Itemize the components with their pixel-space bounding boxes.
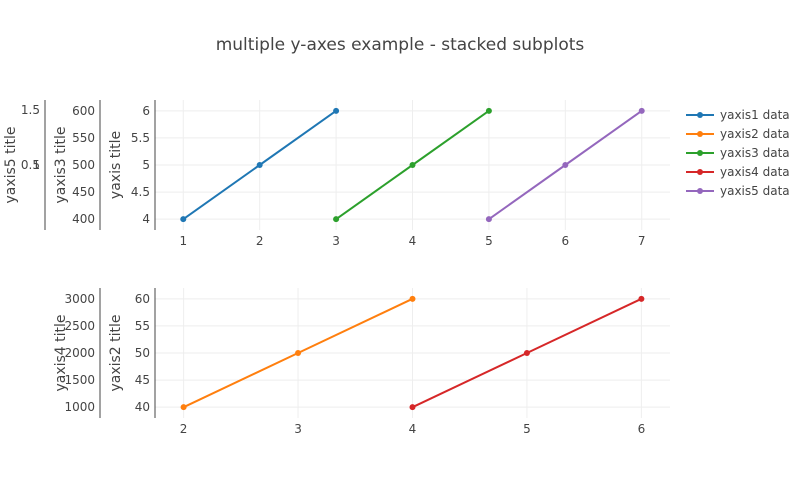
data-point-yaxis1-data[interactable] [256,162,263,168]
x-tick-label: 6 [638,422,646,436]
data-point-yaxis4-data[interactable] [638,295,645,302]
yaxis3-tick-label: 400 [72,212,95,226]
data-point-yaxis5-data[interactable] [485,216,492,223]
data-point-yaxis2-data[interactable] [409,295,416,302]
yaxis2-tick-label: 50 [135,346,150,360]
data-point-yaxis3-data[interactable] [485,107,492,114]
yaxis3-tick-label: 450 [72,185,95,199]
yaxis-tick-label: 4 [142,212,150,226]
legend-item-yaxis2-data[interactable]: yaxis2 data [686,127,790,141]
x-tick-label: 5 [485,234,493,248]
legend-swatch-marker [697,112,703,118]
yaxis-tick-label: 5 [142,158,150,172]
yaxis-tick-label: 5.5 [131,131,150,145]
yaxis3-tick-label: 500 [72,158,95,172]
yaxis4-tick-label: 2000 [64,346,95,360]
yaxis2-tick-label: 55 [135,319,150,333]
legend-swatch-marker [697,150,703,156]
yaxis-title: yaxis title [108,131,124,199]
x-tick-label: 4 [409,234,417,248]
legend-item-yaxis1-data[interactable]: yaxis1 data [686,108,790,122]
x-tick-label: 6 [561,234,569,248]
yaxis3-title: yaxis3 title [53,126,69,203]
x-tick-label: 3 [294,422,302,436]
legend-label: yaxis1 data [720,108,790,122]
data-point-yaxis1-data[interactable] [180,216,187,223]
x-tick-label: 7 [638,234,646,248]
x-tick-label: 2 [256,234,264,248]
data-point-yaxis2-data[interactable] [180,404,187,411]
x-tick-label: 1 [179,234,187,248]
legend-label: yaxis4 data [720,165,790,179]
yaxis3-tick-label: 600 [72,104,95,118]
yaxis4-tick-label: 1500 [64,373,95,387]
yaxis-tick-label: 4.5 [131,185,150,199]
chart-title: multiple y-axes example - stacked subplo… [216,35,585,55]
legend-swatch-marker [697,169,703,175]
yaxis-tick-label: 6 [142,104,150,118]
yaxis2-tick-label: 40 [135,400,150,414]
yaxis4-tick-label: 2500 [64,319,95,333]
data-point-yaxis5-data[interactable] [562,162,569,168]
yaxis4-title: yaxis4 title [53,314,69,391]
legend-item-yaxis5-data[interactable]: yaxis5 data [686,184,790,198]
yaxis2-tick-label: 45 [135,373,150,387]
data-point-yaxis2-data[interactable] [295,350,302,356]
yaxis2-title: yaxis2 title [108,314,124,391]
yaxis2-tick-label: 60 [135,292,150,306]
yaxis4-tick-label: 1000 [64,400,95,414]
data-point-yaxis5-data[interactable] [638,107,645,114]
yaxis5-tick-label: 0.5 [21,158,40,172]
data-point-yaxis4-data[interactable] [523,350,530,356]
legend-item-yaxis4-data[interactable]: yaxis4 data [686,165,790,179]
legend-label: yaxis3 data [720,146,790,160]
yaxis5-title: yaxis5 title [3,126,19,203]
x-tick-label: 2 [180,422,188,436]
data-point-yaxis3-data[interactable] [333,216,340,223]
x-tick-label: 4 [409,422,417,436]
x-tick-label: 3 [332,234,340,248]
yaxis4-tick-label: 3000 [64,292,95,306]
legend-item-yaxis3-data[interactable]: yaxis3 data [686,146,790,160]
legend-swatch-marker [697,131,703,137]
legend-swatch-marker [697,188,703,194]
data-point-yaxis4-data[interactable] [409,404,416,411]
data-point-yaxis1-data[interactable] [333,107,340,114]
x-tick-label: 5 [523,422,531,436]
legend-label: yaxis5 data [720,184,790,198]
yaxis5-tick-label: 1.5 [21,103,40,117]
legend[interactable]: yaxis1 data yaxis2 data yaxis3 data yaxis4 … [686,108,790,198]
data-point-yaxis3-data[interactable] [409,162,416,168]
yaxis5-tick-label: 1 [32,158,40,172]
legend-label: yaxis2 data [720,127,790,141]
yaxis3-tick-label: 550 [72,131,95,145]
